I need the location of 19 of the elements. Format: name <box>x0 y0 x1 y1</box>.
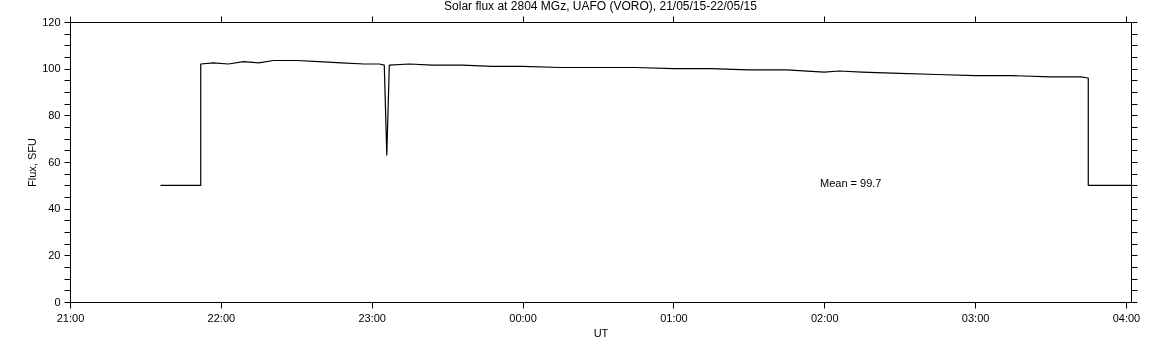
y-tick-label: 20 <box>48 248 61 261</box>
annotation: Mean = 99.7 <box>820 177 882 189</box>
x-tick-label: 04:00 <box>1112 311 1141 324</box>
x-tick-label: 01:00 <box>660 311 688 324</box>
x-axis-title: UT <box>593 326 609 339</box>
y-tick-label: 100 <box>42 62 61 75</box>
y-tick-label: 0 <box>54 295 61 308</box>
x-tick-label: 21:00 <box>56 311 85 324</box>
x-tick-label: 22:00 <box>207 311 236 324</box>
x-tick-label: 03:00 <box>961 311 990 324</box>
x-tick-label: 00:00 <box>509 311 537 324</box>
x-tick-label: 23:00 <box>358 311 386 324</box>
y-tick-label: 80 <box>48 108 61 121</box>
y-axis-title: Flux, SFU <box>26 138 39 187</box>
x-tick-label: 02:00 <box>811 311 839 324</box>
y-tick-label: 60 <box>48 155 61 168</box>
chart-title: Solar flux at 2804 MGz, UAFO (VORO), 21/05/15-22/05/15 <box>444 0 758 13</box>
y-tick-label: 120 <box>42 15 61 28</box>
y-tick-label: 40 <box>48 202 61 215</box>
